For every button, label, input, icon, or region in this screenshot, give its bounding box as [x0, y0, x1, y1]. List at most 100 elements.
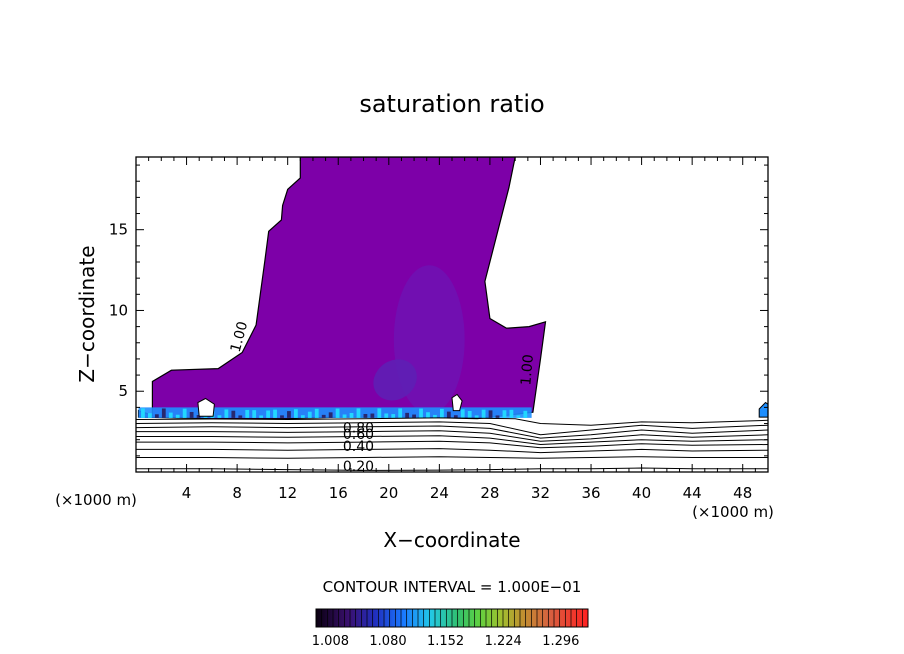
contour-fills	[137, 157, 768, 420]
cloud-base-cell	[481, 409, 486, 418]
contour-line-0.6	[136, 435, 768, 446]
cloud-base-cell	[238, 415, 243, 418]
contour-label-2: 1.00	[518, 354, 537, 386]
x-tick-label: 4	[182, 484, 192, 502]
cloud-base-cell	[363, 413, 368, 418]
cloud-base-cell	[273, 409, 277, 418]
cloud-base-cell	[509, 409, 514, 418]
cloud-base-band	[138, 407, 532, 418]
colorbar-label: 1.296	[542, 634, 579, 649]
cloud-base-cell	[307, 411, 312, 418]
cloud-base-cell	[141, 408, 145, 418]
cloud-base-cell	[168, 412, 173, 418]
cloud-base-cell	[412, 414, 416, 418]
chart-title: saturation ratio	[359, 90, 544, 118]
core-region-2	[373, 359, 417, 401]
colorbar-labels: 1.008 1.080 1.152 1.224 1.296	[312, 634, 580, 649]
cloud-base-cell	[161, 408, 166, 418]
contour-line-0.4	[136, 448, 768, 454]
y-tick-label: 10	[109, 301, 128, 319]
colorbar-label: 1.224	[485, 634, 522, 649]
cloud-base-cell	[405, 412, 410, 418]
x-tick-label: 32	[531, 484, 550, 502]
contour-label-1: 1.00	[228, 320, 252, 354]
cloud-base-cell	[300, 415, 305, 418]
x-tick-label: 48	[733, 484, 752, 502]
contour-line-0.7	[136, 430, 768, 442]
contour-label-4: 0.60	[343, 427, 374, 443]
cloud-base-cell	[474, 415, 479, 418]
y-tick-label: 5	[118, 382, 128, 400]
cloud-base-cell	[460, 409, 465, 418]
cloud-base-cell	[294, 409, 298, 418]
contour-line-0.95	[136, 417, 768, 426]
cloud-base-cell	[328, 412, 333, 418]
cloud-base-cell	[523, 410, 528, 418]
cloud-base-cell	[433, 414, 437, 418]
y-tick-label: 15	[109, 221, 128, 239]
cloud-base-cell	[154, 414, 159, 418]
cloud-base-cell	[384, 413, 389, 418]
cloud-base-cell	[370, 413, 375, 418]
contour-line-0.9	[136, 421, 768, 436]
small-cloud-right	[758, 401, 768, 418]
x-tick-label: 12	[278, 484, 297, 502]
contour-lines	[136, 417, 768, 471]
cloud-base-cell	[335, 408, 340, 418]
contour-label-6: 0.20	[343, 459, 374, 475]
x-axis-label: X−coordinate	[383, 528, 520, 552]
cloud-base-cell	[446, 411, 451, 418]
colorbar-label: 1.080	[369, 634, 406, 649]
cloud-base-cell	[175, 414, 180, 418]
cloud-base-cell	[266, 410, 270, 418]
cloud-base-cell	[426, 412, 430, 418]
contour-label-5: 0.40	[343, 439, 374, 455]
y-axis-label: Z−coordinate	[75, 245, 99, 382]
cloud-base-cell	[280, 415, 284, 418]
cloud-base-cell	[231, 410, 236, 418]
cloud-base-cell	[321, 414, 326, 418]
contour-interval-text: CONTOUR INTERVAL = 1.000E−01	[323, 578, 582, 596]
x-unit-right: (×1000 m)	[692, 503, 774, 521]
cloud-base-cell	[488, 410, 493, 418]
cloud-base-cell	[419, 408, 423, 418]
cloud-base-cell	[398, 408, 403, 418]
contour-line-0.8	[136, 425, 768, 439]
x-tick-label: 8	[232, 484, 242, 502]
x-tick-label: 24	[430, 484, 449, 502]
colorbar-label: 1.152	[427, 634, 464, 649]
contour-label-3: 0.80	[343, 420, 374, 436]
cloud-base-cell	[439, 408, 444, 418]
x-tick-label: 36	[581, 484, 600, 502]
plot-area	[136, 157, 768, 471]
cloud-base-cell	[259, 415, 264, 418]
cloud-base-cell	[196, 415, 201, 418]
cloud-base-cell	[287, 411, 291, 418]
colorbar-ticks	[315, 609, 589, 627]
cloud-base-cell	[377, 408, 382, 418]
cloud-base-cell	[516, 415, 521, 418]
contour-line-0.3	[136, 456, 768, 459]
cloud-base-cell	[495, 415, 500, 418]
cloud-base-cell	[502, 410, 507, 418]
cloud-base-cell	[189, 411, 194, 418]
cloud-base-cell	[148, 413, 152, 418]
cloud-base-cell	[391, 414, 396, 418]
colorbar-label: 1.008	[312, 634, 349, 649]
x-tick-label: 16	[329, 484, 348, 502]
cloud-base-cell	[224, 409, 229, 418]
contour-line-0.5	[136, 440, 768, 449]
x-tick-label: 40	[632, 484, 651, 502]
cloud-base-cell	[349, 412, 354, 418]
cloud-base-cell	[252, 410, 257, 418]
cloud-base-cell	[453, 415, 458, 418]
supersaturated-region	[137, 157, 547, 420]
clear-pocket-2	[451, 393, 463, 412]
cloud-base-cell	[245, 409, 250, 418]
x-tick-label: 28	[480, 484, 499, 502]
cloud-base-cell	[467, 410, 472, 418]
x-tick-label: 20	[379, 484, 398, 502]
cloud-base-cell	[217, 415, 222, 418]
